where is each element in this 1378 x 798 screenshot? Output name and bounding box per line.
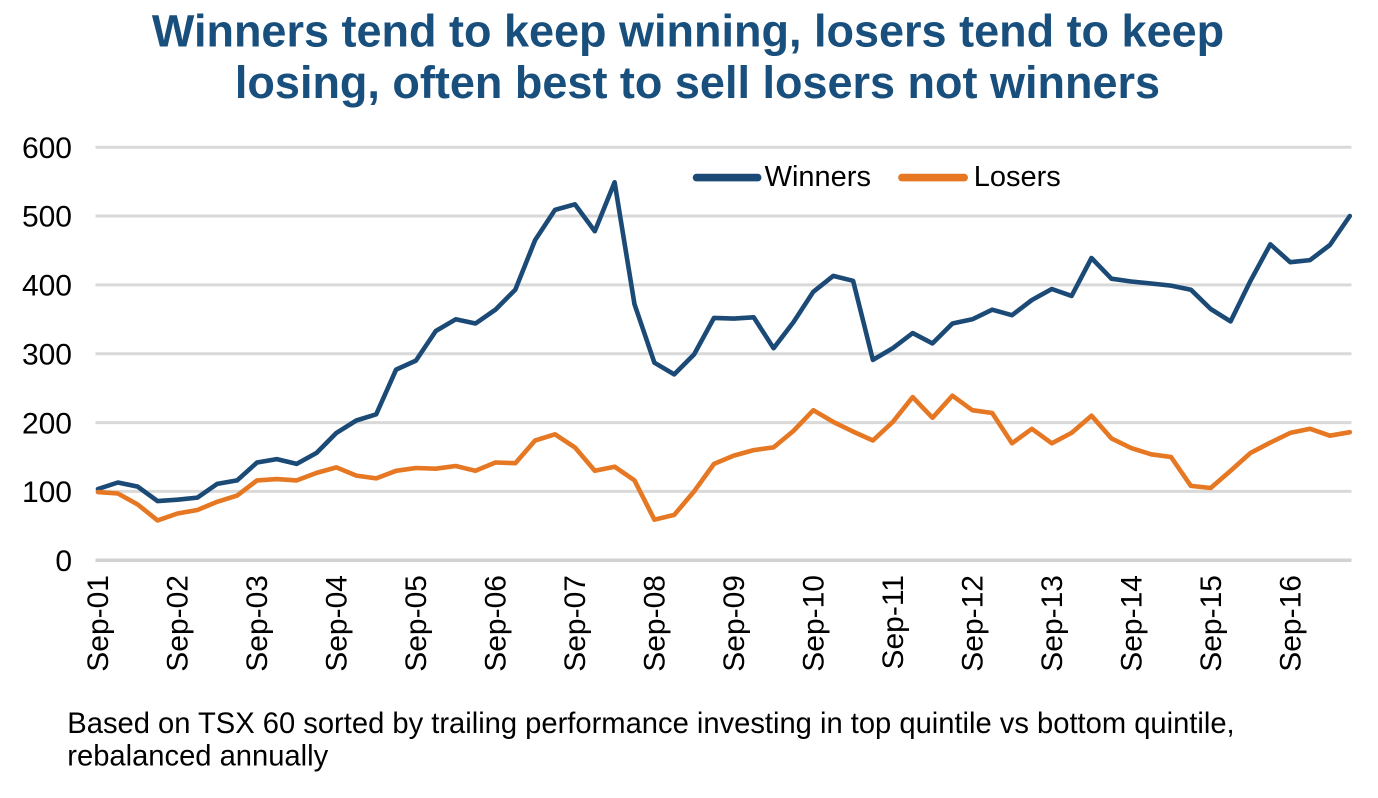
svg-text:Sep-04: Sep-04 xyxy=(321,575,354,672)
svg-text:400: 400 xyxy=(22,270,72,303)
svg-text:600: 600 xyxy=(22,132,72,165)
svg-text:200: 200 xyxy=(22,407,72,440)
svg-text:rebalanced annually: rebalanced annually xyxy=(67,741,328,773)
svg-text:Sep-07: Sep-07 xyxy=(559,575,592,672)
svg-text:Sep-02: Sep-02 xyxy=(162,575,195,672)
svg-text:Sep-12: Sep-12 xyxy=(957,575,990,672)
svg-text:Winners tend to keep winning,: Winners tend to keep winning, losers ten… xyxy=(152,6,1224,57)
svg-text:Sep-05: Sep-05 xyxy=(400,575,433,672)
svg-text:Sep-14: Sep-14 xyxy=(1115,575,1148,672)
svg-text:Sep-10: Sep-10 xyxy=(798,575,831,672)
svg-text:Losers: Losers xyxy=(974,161,1061,193)
svg-text:300: 300 xyxy=(22,338,72,371)
svg-text:Sep-08: Sep-08 xyxy=(639,575,672,672)
svg-text:losing, often best to sell los: losing, often best to sell losers not wi… xyxy=(235,57,1160,108)
svg-text:Sep-13: Sep-13 xyxy=(1036,575,1069,672)
svg-text:Sep-06: Sep-06 xyxy=(480,575,513,672)
svg-text:Sep-03: Sep-03 xyxy=(241,575,274,672)
svg-text:Sep-11: Sep-11 xyxy=(877,575,910,670)
svg-text:Based on TSX 60 sorted by trai: Based on TSX 60 sorted by trailing perfo… xyxy=(67,708,1234,740)
svg-text:Sep-09: Sep-09 xyxy=(718,575,751,672)
svg-text:Sep-01: Sep-01 xyxy=(82,575,115,672)
svg-text:100: 100 xyxy=(22,476,72,509)
svg-text:Winners: Winners xyxy=(765,161,871,193)
svg-text:Sep-15: Sep-15 xyxy=(1195,575,1228,672)
svg-text:500: 500 xyxy=(22,201,72,234)
svg-text:0: 0 xyxy=(55,545,72,578)
svg-text:Sep-16: Sep-16 xyxy=(1274,575,1307,672)
